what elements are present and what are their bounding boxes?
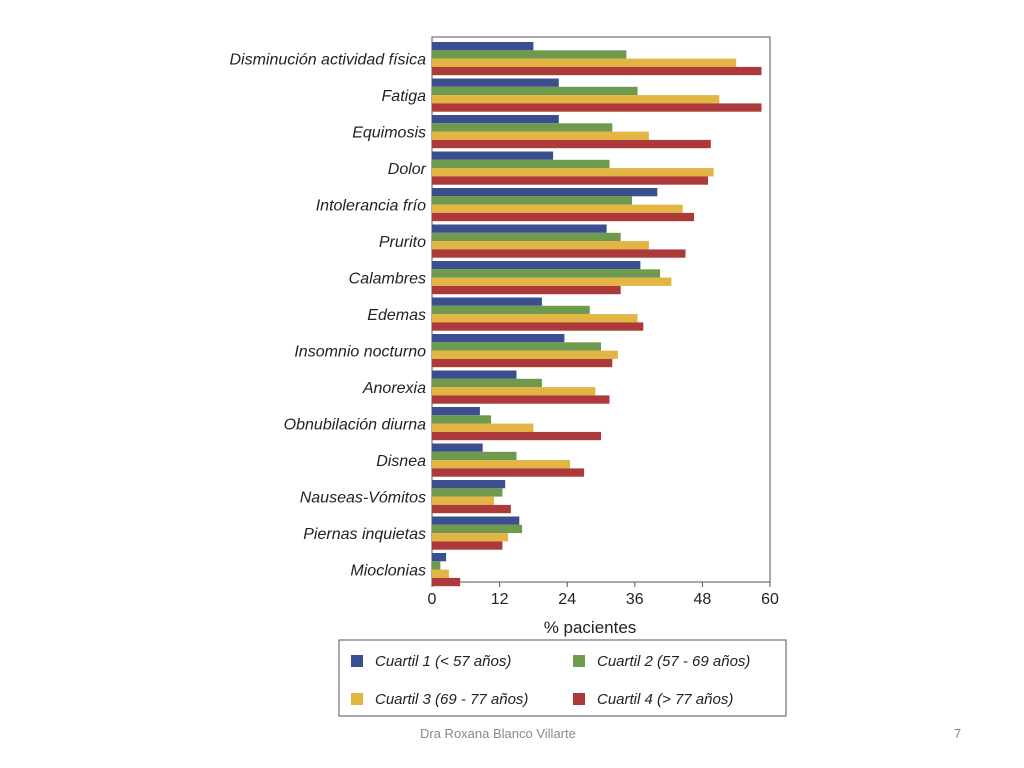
bar-9-series-4 xyxy=(432,358,613,368)
bar-6-series-1 xyxy=(432,224,607,233)
bar-8-series-2 xyxy=(432,305,590,315)
bar-12-series-3 xyxy=(432,460,570,469)
category-label: Insomnio nocturno xyxy=(294,344,426,361)
bar-11-series-2 xyxy=(432,415,492,424)
category-label: Fatiga xyxy=(382,88,427,105)
page-number: 7 xyxy=(954,726,962,741)
bar-12-series-1 xyxy=(432,443,483,452)
legend-box xyxy=(338,639,787,717)
x-tick-label: 24 xyxy=(558,591,576,608)
category-label: Dolor xyxy=(388,161,427,178)
bar-1-series-4 xyxy=(432,66,762,76)
category-label: Mioclonias xyxy=(350,563,426,580)
bar-3-series-2 xyxy=(432,123,613,132)
bar-2-series-2 xyxy=(432,86,638,96)
bar-15-series-4 xyxy=(432,577,461,587)
bar-4-series-3 xyxy=(432,168,714,177)
category-labels: Disminución actividad física Fatiga Equimo… xyxy=(229,52,426,580)
bar-10-series-4 xyxy=(432,395,610,404)
category-label: Anorexia xyxy=(362,380,426,397)
x-tick-label: 60 xyxy=(761,591,779,608)
category-label: Piernas inquietas xyxy=(303,526,426,543)
legend-swatch-3 xyxy=(351,693,363,705)
legend: Cuartil 1 (< 57 años) Cuartil 2 (57 - 69 … xyxy=(338,639,787,717)
bar-2-series-1 xyxy=(432,78,559,87)
bar-15-series-3 xyxy=(432,569,449,578)
bar-4-series-1 xyxy=(432,151,554,160)
footer-author: Dra Roxana Blanco Villarte xyxy=(420,726,576,741)
legend-swatch-2 xyxy=(573,655,585,667)
bar-5-series-1 xyxy=(432,188,658,197)
bar-3-series-4 xyxy=(432,139,711,149)
bar-6-series-2 xyxy=(432,232,621,242)
bar-6-series-3 xyxy=(432,241,649,250)
legend-swatch-4 xyxy=(573,693,585,705)
bar-10-series-2 xyxy=(432,378,542,388)
x-tick-label: 36 xyxy=(626,591,644,608)
bar-11-series-1 xyxy=(432,407,480,416)
bar-14-series-1 xyxy=(432,516,520,525)
bar-8-series-3 xyxy=(432,314,638,323)
x-tick-label: 48 xyxy=(694,591,712,608)
x-axis-ticks: 0 12 24 36 48 60 xyxy=(428,582,779,608)
category-label: Nauseas-Vómitos xyxy=(300,490,426,507)
legend-label-1: Cuartil 1 (< 57 años) xyxy=(375,653,511,670)
bar-7-series-2 xyxy=(432,269,661,278)
bar-12-series-4 xyxy=(432,468,585,477)
bar-14-series-3 xyxy=(432,533,509,542)
category-label: Calambres xyxy=(349,271,426,288)
bar-3-series-1 xyxy=(432,115,559,124)
bar-2-series-4 xyxy=(432,103,762,112)
category-label: Prurito xyxy=(379,234,426,251)
bar-7-series-1 xyxy=(432,261,641,270)
bar-5-series-2 xyxy=(432,196,632,205)
bar-9-series-2 xyxy=(432,342,601,351)
category-label: Disminución actividad física xyxy=(229,52,426,69)
bar-1-series-1 xyxy=(432,42,534,51)
bar-1-series-3 xyxy=(432,58,737,67)
bar-7-series-3 xyxy=(432,277,672,286)
bar-14-series-4 xyxy=(432,541,503,550)
bar-15-series-1 xyxy=(432,553,447,562)
legend-swatch-1 xyxy=(351,655,363,667)
bar-11-series-4 xyxy=(432,431,601,441)
bar-8-series-1 xyxy=(432,297,542,306)
category-label: Edemas xyxy=(367,307,426,324)
bars-group xyxy=(432,42,762,587)
bar-2-series-3 xyxy=(432,95,720,104)
legend-label-2: Cuartil 2 (57 - 69 años) xyxy=(597,653,750,670)
category-label: Intolerancia frío xyxy=(316,198,426,215)
x-axis-title: % pacientes xyxy=(544,618,637,637)
bar-4-series-2 xyxy=(432,159,610,169)
legend-label-4: Cuartil 4 (> 77 años) xyxy=(597,691,733,708)
bar-10-series-3 xyxy=(432,387,596,396)
category-label: Equimosis xyxy=(352,125,426,142)
bar-1-series-2 xyxy=(432,50,627,59)
bar-6-series-4 xyxy=(432,249,686,258)
bar-12-series-2 xyxy=(432,451,517,461)
bar-13-series-1 xyxy=(432,480,506,489)
category-label: Disnea xyxy=(376,453,426,470)
category-label: Obnubilación diurna xyxy=(284,417,426,434)
bar-3-series-3 xyxy=(432,131,649,140)
bar-7-series-4 xyxy=(432,285,621,295)
bar-4-series-4 xyxy=(432,176,708,185)
bar-15-series-2 xyxy=(432,561,441,570)
bar-11-series-3 xyxy=(432,423,534,432)
bar-5-series-4 xyxy=(432,212,694,222)
bar-13-series-3 xyxy=(432,496,494,505)
bar-9-series-1 xyxy=(432,334,565,343)
legend-label-3: Cuartil 3 (69 - 77 años) xyxy=(375,691,528,708)
bar-13-series-2 xyxy=(432,488,503,497)
bar-9-series-3 xyxy=(432,350,618,359)
bar-8-series-4 xyxy=(432,322,644,331)
bar-14-series-2 xyxy=(432,524,523,534)
bar-13-series-4 xyxy=(432,504,511,514)
bar-5-series-3 xyxy=(432,204,683,213)
x-tick-label: 0 xyxy=(428,591,437,608)
x-tick-label: 12 xyxy=(491,591,509,608)
bar-10-series-1 xyxy=(432,370,517,379)
